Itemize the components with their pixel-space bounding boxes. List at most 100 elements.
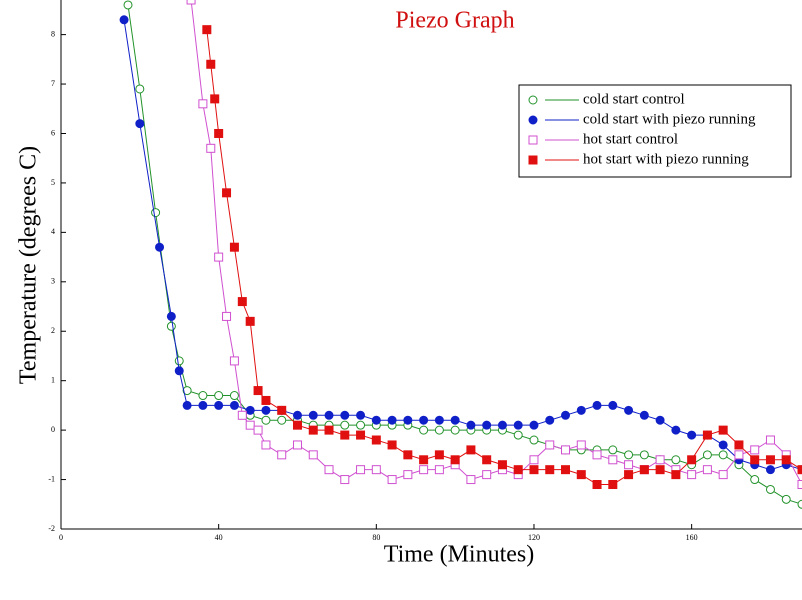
marker [687,455,697,465]
marker [592,400,602,410]
marker [419,415,429,425]
marker [750,455,760,465]
x-tick-label: 40 [215,533,223,542]
marker [245,316,255,326]
marker [561,410,571,420]
marker [797,465,802,475]
x-axis-label: Time (Minutes) [384,542,534,568]
legend-label: hot start control [583,131,678,147]
marker [497,460,507,470]
marker [123,0,133,10]
marker [182,400,192,410]
marker [292,420,302,430]
marker [797,499,802,509]
marker [229,400,239,410]
marker [765,465,775,475]
marker [482,420,492,430]
marker [277,415,287,425]
marker [214,252,224,262]
marker [356,465,366,475]
marker [186,0,196,5]
marker [528,115,538,125]
marker [655,465,665,475]
marker [466,420,476,430]
marker [482,470,492,480]
marker [687,470,697,480]
marker [371,415,381,425]
marker [261,415,271,425]
marker [229,391,239,401]
marker [419,425,429,435]
marker [561,465,571,475]
marker [387,475,397,485]
y-tick-label: 7 [51,79,55,88]
marker [340,475,350,485]
marker [166,321,176,331]
marker [119,15,129,25]
marker [214,128,224,138]
marker [229,356,239,366]
marker [174,366,184,376]
marker [450,415,460,425]
marker [371,465,381,475]
marker [734,450,744,460]
legend: cold start control cold start with piezo … [518,84,792,178]
marker [229,242,239,252]
marker [718,440,728,450]
marker [174,356,184,366]
y-tick-label: 2 [51,326,55,335]
marker [387,440,397,450]
marker [639,465,649,475]
marker [797,480,802,490]
marker [292,410,302,420]
marker [529,435,539,445]
marker [592,450,602,460]
marker [671,455,681,465]
marker [155,242,165,252]
marker [576,440,586,450]
marker [182,386,192,396]
marker [576,405,586,415]
marker [781,494,791,504]
marker [245,405,255,415]
marker [765,455,775,465]
marker [528,95,538,105]
marker [702,450,712,460]
marker [528,135,538,145]
marker [497,420,507,430]
marker [308,410,318,420]
marker [261,395,271,405]
marker [214,391,224,401]
marker [545,440,555,450]
marker [261,405,271,415]
y-tick-label: -2 [48,524,55,533]
marker [529,420,539,430]
marker [308,425,318,435]
marker [718,470,728,480]
marker [750,445,760,455]
marker [639,450,649,460]
marker [151,208,161,218]
x-tick-label: 160 [686,533,698,542]
marker [561,445,571,455]
y-tick-label: 8 [51,29,55,38]
marker [545,415,555,425]
marker [671,425,681,435]
marker [222,311,232,321]
marker [340,410,350,420]
marker [513,420,523,430]
marker [253,425,263,435]
marker [545,465,555,475]
marker [482,455,492,465]
marker [765,435,775,445]
chart-title: Piezo Graph [395,8,514,34]
marker [450,425,460,435]
legend-label: cold start with piezo running [583,111,756,127]
marker [261,440,271,450]
marker [237,297,247,307]
marker [702,465,712,475]
marker [466,445,476,455]
marker [434,465,444,475]
marker [206,59,216,69]
legend-label: hot start with piezo running [583,151,749,167]
